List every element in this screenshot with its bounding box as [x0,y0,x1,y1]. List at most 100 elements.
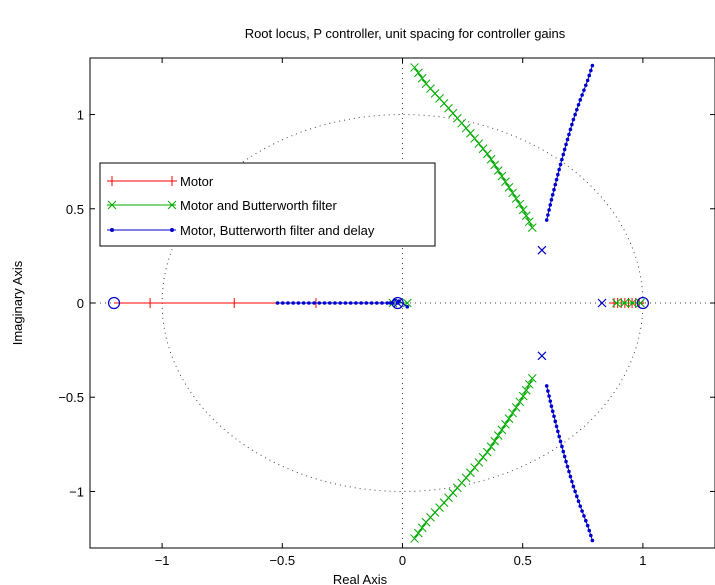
legend-marker-delay-left [110,228,114,232]
series-3-point-3-12 [333,301,337,305]
chart-title: Root locus, P controller, unit spacing f… [245,26,566,41]
series-2-point-2-28 [421,517,431,527]
series-3-point-1-23 [575,107,579,112]
series-2-point-2-5 [515,397,525,407]
series-1-point-1-1 [145,298,156,308]
series-3-point-2-6 [550,409,555,414]
series-3-point-1-24 [576,102,581,107]
x-tick-label: −1 [155,553,170,568]
series-2-point-1-2 [524,217,534,227]
series-2-point-2-16 [474,458,484,467]
zero-marker-1 [107,296,121,310]
series-3-point-2-29 [585,523,590,528]
zero-marker-3 [391,296,404,310]
y-tick-label: −0.5 [58,390,84,405]
legend-marker-butterworth-right [167,200,177,210]
series-2-point-1-17 [470,134,479,143]
series-3-point-2-15 [562,454,567,459]
series-3-point-1-16 [564,142,568,147]
series-3-point-1-4 [548,203,553,207]
legend-label-motor: Motor [180,174,214,189]
series-1-point-1-2 [229,298,240,308]
series-3-point-2-16 [564,459,568,464]
series-2-point-2-4 [518,391,528,401]
series-3-point-3-21 [380,301,384,305]
series-3-point-2-3 [547,394,551,398]
series-3-point-2-30 [587,528,592,533]
series-3-point-1-20 [570,122,574,127]
series-3-point-1-13 [560,157,564,162]
series-3-point-1-9 [554,177,559,182]
series-3-point-1-7 [552,187,556,192]
series-3-point-2-8 [553,419,558,424]
legend-marker-motor-left [107,176,117,186]
legend-label-delay: Motor, Butterworth filter and delay [180,223,375,238]
series-2-point-2-2 [524,379,534,389]
series-2-point-1-28 [421,79,431,89]
series-2-point-1-14 [482,149,492,159]
series-3-point-2-21 [571,484,576,489]
series-2-point-2-30 [414,528,423,538]
legend-entry-butterworth: Motor and Butterworth filter [107,198,337,213]
series-2-point-2-18 [466,468,475,478]
series-3-point-3-15 [348,301,353,305]
series-2-point-1-10 [497,171,507,181]
series-3-point-3-8 [312,301,316,305]
series-3-point-1-10 [556,172,560,177]
series-3-point-2-9 [554,424,559,429]
series-3-point-3-5 [296,301,301,305]
series-3-point-3-3 [286,301,290,305]
series-3-point-3-22 [385,301,390,305]
series-3-point-2-27 [582,514,586,518]
series-3-point-2-20 [570,479,574,484]
series-3-point-1-29 [585,78,590,83]
series-2-point-1-12 [490,160,500,170]
series-3-point-3-11 [327,301,332,305]
series-2-point-2-8 [504,414,514,424]
x-axis-label: Real Axis [333,572,388,585]
series-2-point-1-6 [511,194,521,203]
series-3-point-3-7 [307,301,311,305]
series-2-point-1-31 [410,63,419,72]
series-3-point-4-3 [405,304,410,309]
x-tick-label: −0.5 [269,553,295,568]
legend-label-butterworth: Motor and Butterworth filter [180,198,337,213]
series-2 [388,63,645,543]
series-2-point-2-6 [511,403,521,412]
series-3-point-3-6 [301,301,306,305]
series-3-point-2-28 [584,518,588,523]
series-2-point-2-9 [501,419,510,429]
series-2-point-1-7 [508,188,517,198]
series-3-point-1-28 [584,83,588,88]
series-3-point-2-7 [552,414,556,419]
series-3-point-1-6 [550,192,555,197]
legend-entry-delay: Motor, Butterworth filter and delay [107,223,375,238]
series-3-point-1-5 [549,198,554,202]
series-3-point-2-26 [580,509,584,513]
series-3-point-3-13 [338,301,343,305]
series-3-point-1-31 [589,68,593,73]
series-3-point-2-13 [560,444,564,449]
series-3-point-2-24 [576,499,581,504]
series-3-point-3-10 [322,301,327,305]
pole-marker-4 [393,298,403,308]
x-tick-label: 1 [639,553,646,568]
series-2-point-1-30 [414,68,423,78]
series-3-point-2-1 [544,384,549,388]
series-3-point-2-31 [589,533,593,538]
pole-marker-3 [597,298,607,308]
series-3-point-1-2 [546,213,550,217]
series-3-point-3-14 [343,301,348,305]
series-2-point-2-1 [527,374,537,383]
y-axis-label: Imaginary Axis [10,260,25,345]
series-3-point-1-32 [590,63,595,68]
series-3-point-1-1 [544,218,549,222]
series-3-point-2-14 [561,449,566,454]
series-2-point-2-12 [490,436,500,446]
series-2-point-2-31 [410,534,419,543]
series-3-point-2-12 [558,439,563,444]
y-tick-label: 0.5 [66,202,84,217]
series-2-point-1-3 [521,211,531,221]
series-3-point-1-22 [573,112,577,117]
